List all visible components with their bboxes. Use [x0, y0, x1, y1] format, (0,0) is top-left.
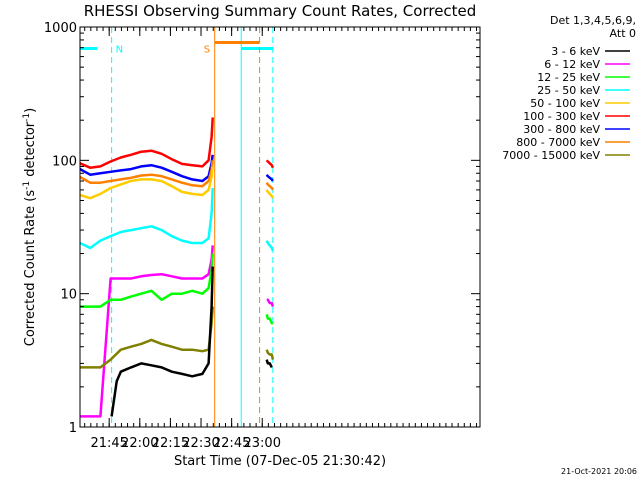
- y-tick-label: 10: [60, 288, 77, 303]
- plot-frame: [79, 26, 481, 428]
- x-axis-label: Start Time (07-Dec-05 21:30:42): [174, 454, 386, 469]
- series-line-100-300-kev: [265, 159, 275, 169]
- x-tick-label: 23:00: [244, 436, 281, 451]
- series-line-300-800-kev: [79, 154, 214, 183]
- y-tick-label: 100: [52, 154, 77, 169]
- legend-label: 100 - 300 keV: [523, 110, 600, 123]
- x-tick-label: 22:00: [121, 436, 158, 451]
- legend-header-attenuator: Att 0: [610, 27, 636, 40]
- saa-marker-label: S: [204, 44, 210, 55]
- series-line-12-25-kev: [265, 313, 274, 325]
- y-tick-label: 1000: [44, 21, 77, 36]
- y-axis-label-part1: Corrected Count Rate (s: [23, 190, 38, 347]
- x-tick-label: 21:45: [90, 436, 127, 451]
- legend-label: 12 - 25 keV: [537, 71, 600, 84]
- series-line-12-25-kev: [80, 253, 214, 308]
- x-tick-label: 22:15: [152, 436, 189, 451]
- legend-label: 25 - 50 keV: [537, 84, 600, 97]
- series-line-6-12-kev: [266, 298, 275, 307]
- series-line-800-7000-kev: [79, 160, 214, 188]
- y-axis-label-sup2: -1: [22, 113, 32, 122]
- series-line-6-12-kev: [80, 245, 214, 418]
- series-line-3-6-kev: [265, 359, 273, 368]
- y-axis-label: Corrected Count Rate (s-1 detector-1): [22, 108, 38, 346]
- series-layer: [79, 117, 275, 418]
- chart-title: RHESSI Observing Summary Count Rates, Co…: [84, 2, 477, 20]
- legend-header-detectors: Det 1,3,4,5,6,9,: [550, 14, 636, 27]
- series-line-25-50-kev: [265, 240, 275, 252]
- y-axis-label-part2: detector: [23, 121, 38, 181]
- series-line-25-50-kev: [79, 187, 214, 250]
- series-line-800-7000-kev: [265, 182, 274, 191]
- y-axis-label-sup1: -1: [22, 181, 32, 190]
- series-line-100-300-kev: [79, 117, 214, 169]
- series-line-7000-15000-kev: [265, 349, 275, 360]
- series-line-7000-15000-kev: [80, 306, 214, 369]
- legend-label: 7000 - 15000 keV: [502, 149, 600, 162]
- night-marker-label: N: [116, 44, 123, 55]
- series-line-3-6-kev: [110, 266, 214, 417]
- legend-label: 3 - 6 keV: [551, 45, 600, 58]
- series-line-50-100-kev: [79, 166, 214, 200]
- series-line-50-100-kev: [265, 189, 275, 199]
- y-axis-label-part3: ): [23, 108, 38, 113]
- x-tick-label: 22:30: [182, 436, 219, 451]
- series-line-300-800-kev: [265, 173, 274, 182]
- y-axis: 1 10 100 1000: [44, 21, 480, 436]
- y-tick-label: 1: [69, 421, 77, 436]
- legend-label: 50 - 100 keV: [530, 97, 600, 110]
- x-tick-label: 22:45: [213, 436, 250, 451]
- footer-timestamp: 21-Oct-2021 20:06: [561, 467, 637, 476]
- legend-label: 6 - 12 keV: [544, 58, 600, 71]
- legend-label: 800 - 7000 keV: [516, 136, 600, 149]
- legend-label: 300 - 800 keV: [523, 123, 600, 136]
